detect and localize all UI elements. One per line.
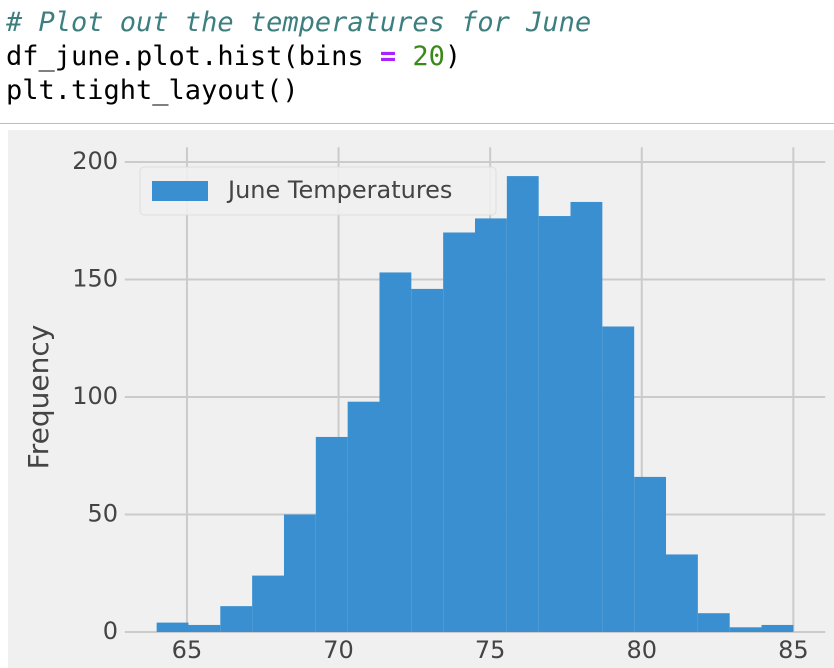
- bar: [506, 176, 539, 632]
- code-token: df_june.plot.hist(bins: [6, 41, 380, 72]
- bar: [347, 401, 380, 632]
- x-tick-label: 70: [323, 636, 354, 664]
- code-token: plt.tight_layout(): [6, 75, 299, 106]
- x-tick-label: 65: [172, 636, 203, 664]
- y-tick-label: 50: [87, 499, 118, 527]
- bar: [315, 436, 348, 632]
- bar: [602, 326, 635, 632]
- code-token: =: [379, 41, 397, 72]
- y-tick-label: 0: [103, 617, 118, 645]
- code-line: # Plot out the temperatures for June: [6, 6, 591, 40]
- code-token: ): [444, 41, 462, 72]
- y-tick-label: 150: [72, 264, 118, 292]
- legend: June Temperatures: [139, 166, 497, 216]
- bar: [761, 624, 794, 632]
- bar: [411, 288, 444, 632]
- bar: [283, 514, 316, 632]
- code-line: df_june.plot.hist(bins = 20): [6, 40, 591, 74]
- y-tick-label: 100: [72, 382, 118, 410]
- code-token: 20: [412, 41, 445, 72]
- bar: [188, 624, 221, 632]
- code-line: plt.tight_layout(): [6, 74, 591, 108]
- bar: [666, 554, 698, 632]
- legend-label: June Temperatures: [226, 176, 452, 204]
- bar: [220, 606, 253, 632]
- bar: [697, 613, 730, 632]
- y-axis-label: Frequency: [22, 325, 55, 470]
- bar: [729, 627, 762, 632]
- x-tick-label: 75: [475, 636, 506, 664]
- x-tick-label: 85: [778, 636, 809, 664]
- bar: [538, 216, 571, 632]
- y-tick-label: 200: [72, 147, 118, 175]
- bar: [252, 575, 284, 632]
- bar: [634, 476, 667, 632]
- bar: [570, 201, 603, 633]
- bar: [443, 232, 475, 632]
- bar: [475, 218, 507, 632]
- x-tick-label: 80: [626, 636, 657, 664]
- bar: [379, 272, 412, 632]
- code-token: # Plot out the temperatures for June: [6, 7, 592, 38]
- legend-swatch: [152, 181, 208, 201]
- cell-separator: [0, 123, 834, 124]
- code-cell: # Plot out the temperatures for June df_j…: [6, 6, 591, 108]
- bar: [156, 622, 189, 632]
- legend-box: [139, 166, 497, 216]
